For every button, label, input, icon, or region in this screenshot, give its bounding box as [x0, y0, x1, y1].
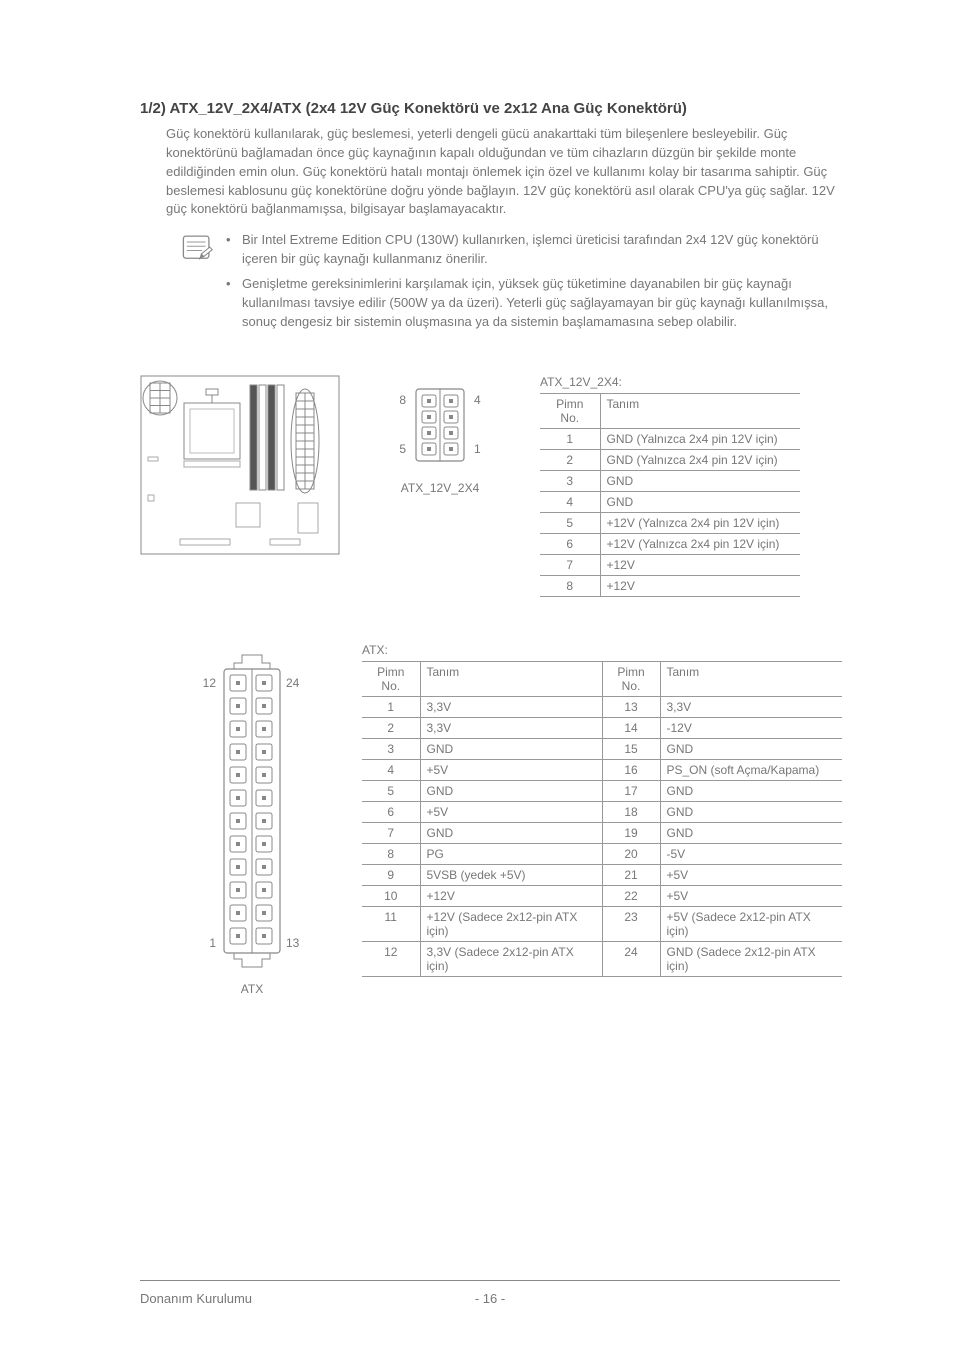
connector-24pin-label: ATX — [182, 982, 322, 996]
connector-8pin-label: ATX_12V_2X4 — [380, 481, 500, 495]
table-8pin-title: ATX_12V_2X4: — [540, 375, 800, 389]
table-atx: Pimn No. Tanım Pimn No. Tanım 13,3V133,3… — [362, 661, 842, 977]
table-row: 3GND — [540, 471, 800, 492]
table-row: 2GND (Yalnızca 2x4 pin 12V için) — [540, 450, 800, 471]
svg-text:13: 13 — [286, 936, 300, 950]
page-footer: Donanım Kurulumu - 16 - — [140, 1280, 840, 1306]
table-row: 1GND (Yalnızca 2x4 pin 12V için) — [540, 429, 800, 450]
table-atx-th-3: Pimn No. — [602, 662, 660, 697]
svg-text:12: 12 — [203, 676, 217, 690]
table-row: 7+12V — [540, 555, 800, 576]
table-row: 10+12V22+5V — [362, 886, 842, 907]
table-row: 4+5V16PS_ON (soft Açma/Kapama) — [362, 760, 842, 781]
svg-text:24: 24 — [286, 676, 300, 690]
table-atx-title: ATX: — [362, 643, 842, 657]
connector-24pin-diagram: 12 24 1 13 ATX — [182, 653, 322, 996]
connector-8pin-diagram: 8 4 5 1 ATX_12V_2X4 — [380, 375, 500, 495]
table-row: 11+12V (Sadece 2x12-pin ATX için)23+5V (… — [362, 907, 842, 942]
note-icon — [180, 231, 214, 265]
table-8pin-th-pin: Pimn No. — [540, 394, 600, 429]
footer-page-number: - 16 - — [475, 1291, 505, 1306]
table-atx-block: ATX: Pimn No. Tanım Pimn No. Tanım 13,3V… — [362, 643, 842, 977]
table-row: 123,3V (Sadece 2x12-pin ATX için)24GND (… — [362, 942, 842, 977]
motherboard-diagram — [140, 375, 340, 560]
note-list: Bir Intel Extreme Edition CPU (130W) kul… — [226, 231, 840, 337]
table-row: 23,3V14-12V — [362, 718, 842, 739]
note-item: Bir Intel Extreme Edition CPU (130W) kul… — [226, 231, 830, 269]
table-8pin-block: ATX_12V_2X4: Pimn No. Tanım 1GND (Yalnız… — [540, 375, 800, 597]
note-item: Genişletme gereksinimlerini karşılamak i… — [226, 275, 830, 332]
table-row: 6+5V18GND — [362, 802, 842, 823]
table-row: 5GND17GND — [362, 781, 842, 802]
table-atx-th-2: Tanım — [420, 662, 602, 697]
svg-text:1: 1 — [474, 442, 481, 456]
table-atx-th-1: Pimn No. — [362, 662, 420, 697]
table-8pin-th-def: Tanım — [600, 394, 800, 429]
table-row: 6+12V (Yalnızca 2x4 pin 12V için) — [540, 534, 800, 555]
note-block: Bir Intel Extreme Edition CPU (130W) kul… — [140, 231, 840, 337]
table-row: 3GND15GND — [362, 739, 842, 760]
table-row: 4GND — [540, 492, 800, 513]
heading: 1/2) ATX_12V_2X4/ATX (2x4 12V Güç Konekt… — [140, 100, 840, 117]
table-8pin: Pimn No. Tanım 1GND (Yalnızca 2x4 pin 12… — [540, 393, 800, 597]
table-row: 13,3V133,3V — [362, 697, 842, 718]
table-row: 5+12V (Yalnızca 2x4 pin 12V için) — [540, 513, 800, 534]
table-row: 8PG20-5V — [362, 844, 842, 865]
svg-text:5: 5 — [399, 442, 406, 456]
main-paragraph: Güç konektörü kullanılarak, güç beslemes… — [140, 125, 840, 219]
table-row: 8+12V — [540, 576, 800, 597]
svg-text:4: 4 — [474, 393, 481, 407]
table-atx-th-4: Tanım — [660, 662, 842, 697]
table-row: 7GND19GND — [362, 823, 842, 844]
table-row: 95VSB (yedek +5V)21+5V — [362, 865, 842, 886]
svg-text:1: 1 — [209, 936, 216, 950]
svg-text:8: 8 — [399, 393, 406, 407]
